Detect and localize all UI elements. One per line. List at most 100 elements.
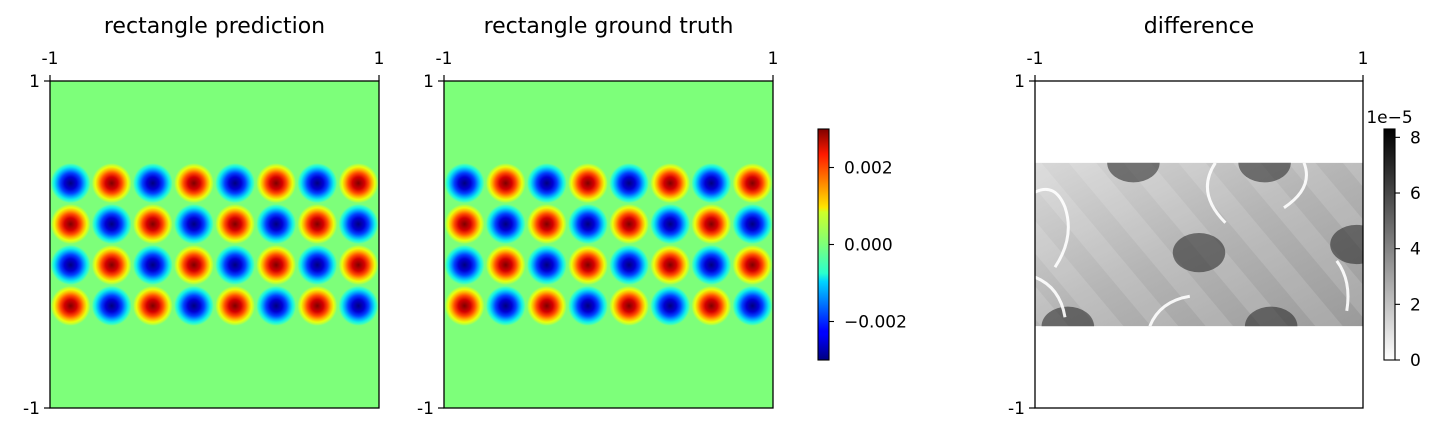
colorbar-tick-label: 2 — [1410, 295, 1421, 315]
y-tick-label: 1 — [29, 72, 40, 92]
negative-cell — [444, 162, 485, 204]
y-tick-label: -1 — [23, 399, 40, 419]
positive-cell — [526, 203, 568, 245]
colorbar-tick-label: 6 — [1410, 184, 1421, 204]
positive-cell — [338, 162, 379, 204]
panel-title: rectangle prediction — [104, 14, 325, 39]
colorbar-gradient — [817, 128, 830, 361]
plot-area — [444, 81, 773, 408]
negative-cell — [255, 203, 297, 245]
negative-cell — [132, 244, 174, 286]
x-tick-label: 1 — [768, 49, 779, 69]
panel-title: difference — [1144, 14, 1254, 39]
colorbar-gradient — [1383, 128, 1396, 361]
x-tick-label: -1 — [436, 49, 453, 69]
positive-cell — [296, 203, 338, 245]
negative-cell — [338, 285, 379, 327]
panel-2: rectangle ground truth-1 11-1−0.0020.0000… — [417, 14, 907, 419]
colorbar-tick-label: 4 — [1410, 240, 1421, 260]
positive-cell — [91, 162, 133, 204]
negative-cell — [649, 203, 691, 245]
negative-cell — [132, 162, 174, 204]
negative-cell — [173, 285, 215, 327]
negative-cell — [608, 162, 650, 204]
negative-cell — [608, 244, 650, 286]
x-tick-label: -1 — [42, 49, 59, 69]
plot-area — [1035, 81, 1363, 408]
axes-frame — [49, 80, 380, 409]
negative-cell — [649, 285, 691, 327]
positive-cell — [444, 203, 485, 245]
positive-cell — [690, 203, 732, 245]
positive-cell — [338, 244, 379, 286]
field-background — [50, 81, 379, 408]
positive-cell — [91, 244, 133, 286]
y-tick-label: 1 — [1014, 72, 1025, 92]
positive-cell — [50, 285, 91, 327]
positive-cell — [567, 162, 609, 204]
negative-cell — [526, 162, 568, 204]
colorbar: −0.002 0.000 0.002 — [817, 128, 907, 361]
field-background — [444, 81, 773, 408]
y-tick-label: -1 — [417, 399, 434, 419]
positive-cell — [255, 244, 297, 286]
colorbar-tick-label: 0.002 — [844, 159, 893, 179]
colorbar-tick-label: −0.002 — [844, 313, 907, 333]
positive-cell — [567, 244, 609, 286]
negative-cell — [690, 244, 732, 286]
panel-1: rectangle prediction-1 11-1 — [23, 14, 384, 419]
negative-cell — [485, 285, 527, 327]
positive-cell — [526, 285, 568, 327]
negative-cell — [296, 244, 338, 286]
colorbar-tick-label: 8 — [1410, 128, 1421, 148]
positive-cell — [173, 244, 215, 286]
positive-cell — [132, 285, 174, 327]
positive-cell — [444, 285, 485, 327]
negative-cell — [255, 285, 297, 327]
negative-cell — [526, 244, 568, 286]
positive-cell — [690, 285, 732, 327]
x-tick-label: 1 — [1358, 49, 1369, 69]
plot-area — [50, 81, 379, 408]
positive-cell — [50, 203, 91, 245]
positive-cell — [649, 162, 691, 204]
positive-cell — [485, 244, 527, 286]
x-tick-label: 1 — [374, 49, 385, 69]
negative-cell — [338, 203, 379, 245]
positive-cell — [255, 162, 297, 204]
x-tick-label: -1 — [1027, 49, 1044, 69]
axes-frame — [1034, 80, 1364, 409]
positive-cell — [485, 162, 527, 204]
y-tick-label: -1 — [1008, 399, 1025, 419]
difference-field — [1035, 162, 1363, 327]
colorbar-offset-label: 1e−5 — [1366, 108, 1412, 128]
colorbar-tick-label: 0 — [1410, 351, 1421, 371]
negative-cell — [485, 203, 527, 245]
negative-cell — [214, 162, 256, 204]
colorbar: 0 2 4 6 81e−5 — [1366, 108, 1421, 371]
positive-cell — [214, 203, 256, 245]
colorbar-tick-label: 0.000 — [844, 236, 893, 256]
positive-cell — [608, 285, 650, 327]
axes-frame — [443, 80, 774, 409]
negative-cell — [296, 162, 338, 204]
negative-cell — [91, 203, 133, 245]
positive-cell — [296, 285, 338, 327]
negative-cell — [173, 203, 215, 245]
negative-cell — [690, 162, 732, 204]
negative-cell — [732, 203, 773, 245]
negative-cell — [91, 285, 133, 327]
positive-cell — [732, 244, 773, 286]
negative-cell — [567, 285, 609, 327]
negative-cell — [444, 244, 485, 286]
negative-cell — [732, 285, 773, 327]
positive-cell — [132, 203, 174, 245]
positive-cell — [173, 162, 215, 204]
positive-cell — [649, 244, 691, 286]
positive-cell — [608, 203, 650, 245]
negative-cell — [50, 244, 91, 286]
negative-cell — [50, 162, 91, 204]
negative-cell — [567, 203, 609, 245]
